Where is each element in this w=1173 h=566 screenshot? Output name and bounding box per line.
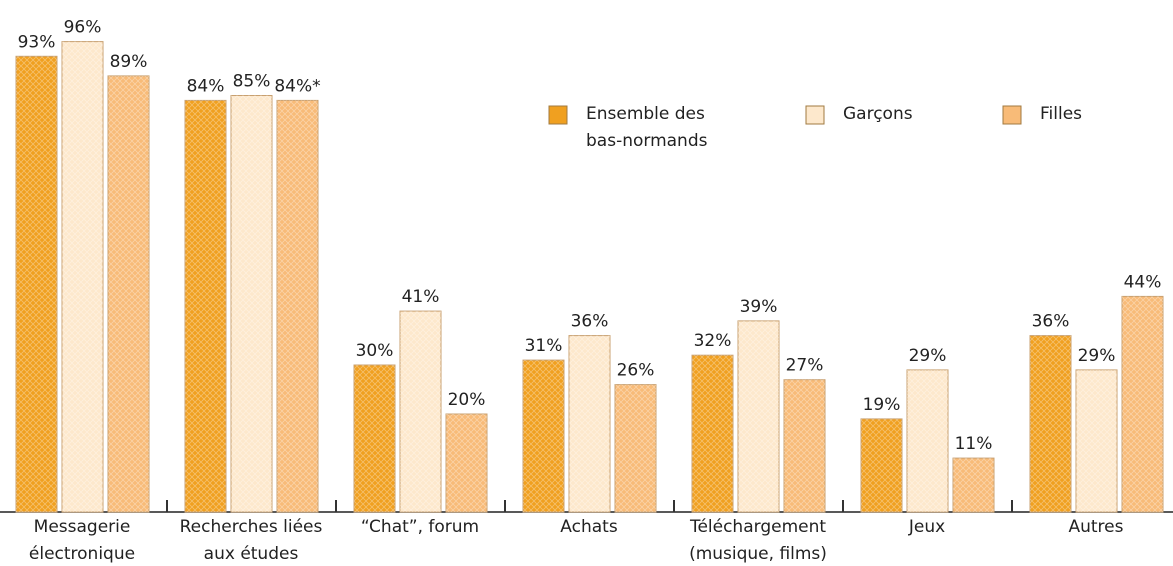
- x-tick-label-line: Recherches liées: [180, 517, 323, 537]
- bar-texture: [953, 458, 994, 512]
- value-label: 84%: [187, 76, 225, 96]
- x-tick-label-line: “Chat”, forum: [361, 517, 479, 537]
- x-tick-label: Achats: [560, 517, 618, 537]
- legend-label-line: bas-normands: [586, 131, 708, 151]
- bar-texture: [1076, 369, 1117, 512]
- x-tick-label: Jeux: [908, 517, 945, 537]
- legend-label-line: Garçons: [843, 104, 913, 124]
- value-label: 20%: [448, 390, 486, 410]
- bar-texture: [185, 100, 226, 513]
- value-label: 29%: [1078, 346, 1116, 366]
- bar-texture: [907, 369, 948, 512]
- value-label: 19%: [863, 395, 901, 415]
- value-label: 11%: [955, 434, 993, 454]
- x-tick-label-line: Téléchargement: [689, 517, 826, 537]
- value-label: 84%*: [274, 76, 320, 96]
- bar-texture: [523, 360, 564, 512]
- bar-texture: [108, 75, 149, 513]
- bar-texture: [692, 355, 733, 512]
- legend-swatch: [1002, 105, 1022, 125]
- legend-swatch: [548, 105, 568, 125]
- x-tick-label-line: Achats: [560, 517, 618, 537]
- bar-texture: [16, 56, 57, 513]
- legend-label-line: Ensemble des: [586, 104, 705, 124]
- value-label: 29%: [909, 346, 947, 366]
- x-tick-label-line: Messagerie: [34, 517, 131, 537]
- x-tick-label: Téléchargement (musique, films): [689, 517, 827, 564]
- x-tick-label: “Chat”, forum: [361, 517, 479, 537]
- x-tick-label-line: électronique: [29, 544, 135, 564]
- bar-texture: [446, 414, 487, 512]
- legend-label: Ensemble des bas-normands: [586, 104, 708, 151]
- value-label: 96%: [64, 18, 102, 38]
- x-tick-label-line: aux études: [204, 544, 299, 564]
- bar-texture: [1122, 296, 1163, 512]
- x-tick-label-line: (musique, films): [689, 544, 827, 564]
- x-tick-label: Messagerie électronique: [29, 517, 135, 564]
- value-label: 85%: [233, 72, 271, 92]
- value-label: 93%: [18, 32, 56, 52]
- bar-texture: [354, 365, 395, 512]
- x-tick-label: Recherches liées aux études: [180, 517, 323, 564]
- legend-label-line: Filles: [1040, 104, 1082, 124]
- bar-texture: [569, 335, 610, 512]
- value-label: 32%: [694, 331, 732, 351]
- value-label: 89%: [110, 52, 148, 72]
- value-label: 39%: [740, 297, 778, 317]
- bar-texture: [231, 95, 272, 512]
- value-label: 44%: [1124, 272, 1162, 292]
- value-label: 36%: [571, 312, 609, 332]
- bar-texture: [1030, 335, 1071, 512]
- value-label: 36%: [1032, 312, 1070, 332]
- value-label: 27%: [786, 356, 824, 376]
- bar-texture: [62, 41, 103, 512]
- bar-texture: [738, 320, 779, 512]
- value-label: 26%: [617, 361, 655, 381]
- bar-texture: [615, 384, 656, 512]
- legend-label: Garçons: [843, 104, 913, 124]
- x-tick-label-line: Jeux: [908, 517, 945, 537]
- value-label: 31%: [525, 336, 563, 356]
- value-label: 41%: [402, 287, 440, 307]
- bar-texture: [400, 311, 441, 512]
- bar-texture: [277, 100, 318, 513]
- bar-texture: [861, 418, 902, 512]
- legend-swatch: [805, 105, 825, 125]
- x-tick-label: Autres: [1068, 517, 1123, 537]
- value-label: 30%: [356, 341, 394, 361]
- bar-texture: [784, 379, 825, 512]
- legend-label: Filles: [1040, 104, 1082, 124]
- x-tick-label-line: Autres: [1068, 517, 1123, 537]
